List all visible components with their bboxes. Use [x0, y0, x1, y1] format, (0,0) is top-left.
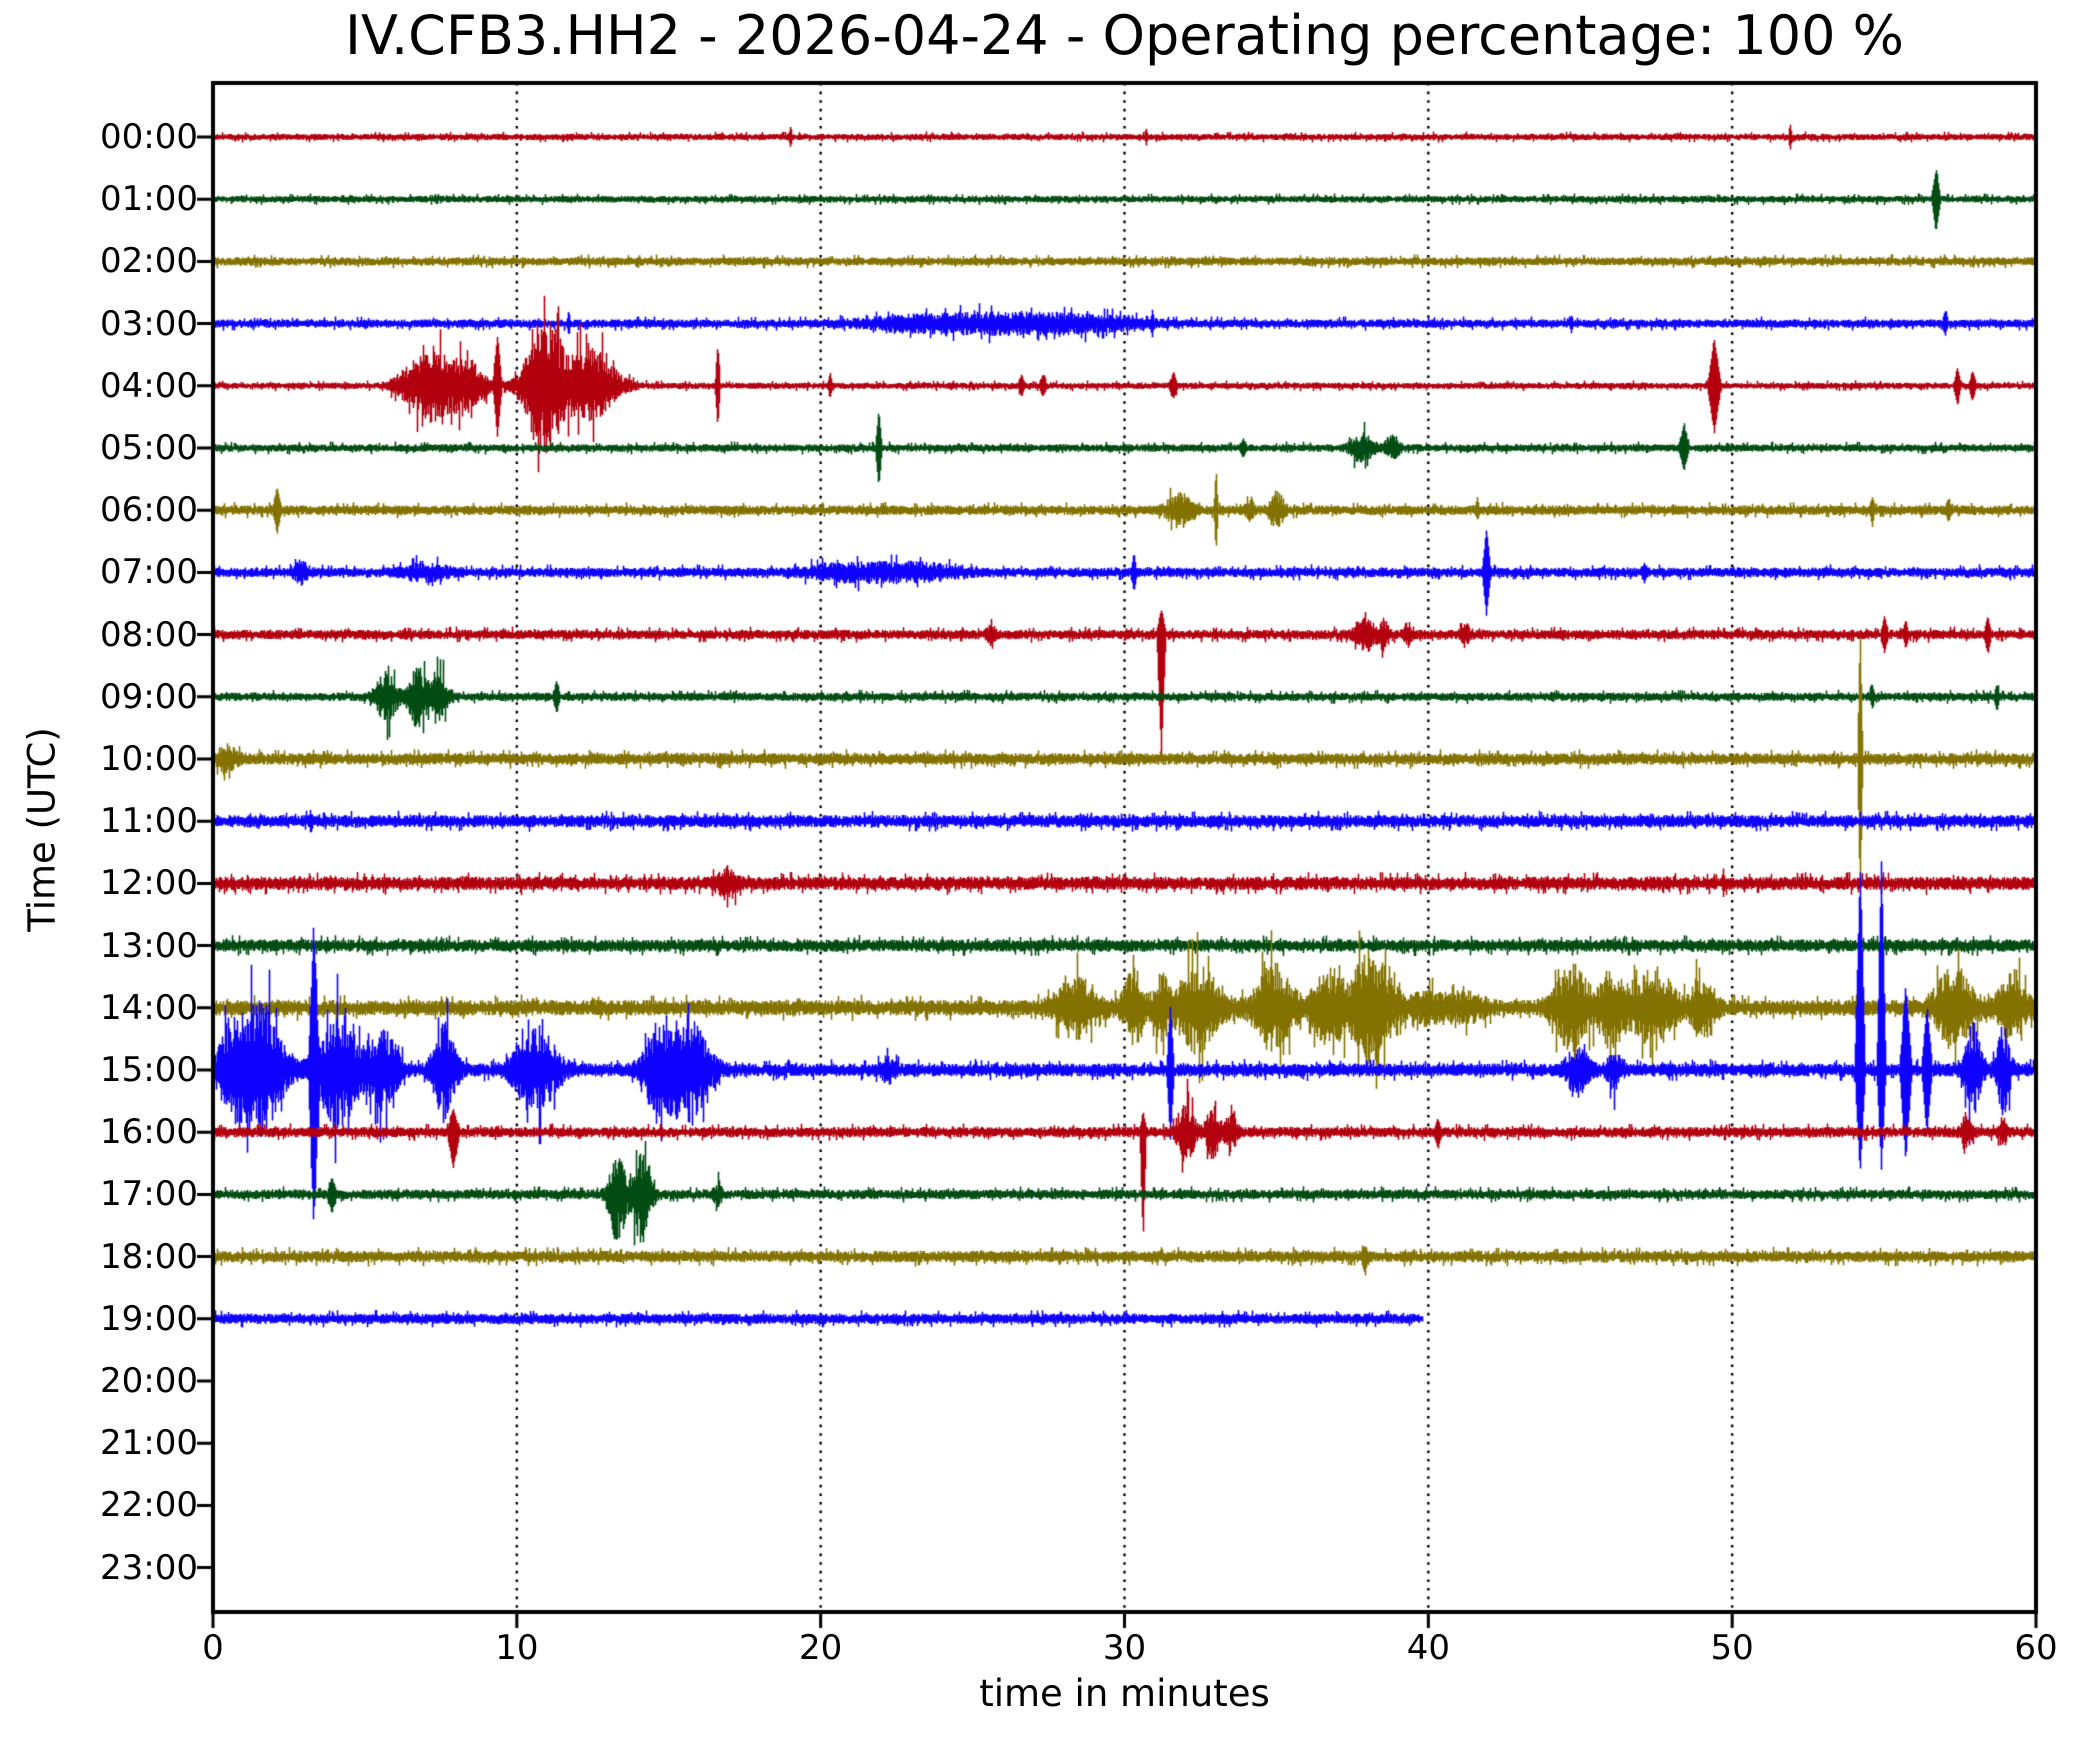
y-tick-label: 05:00: [100, 428, 198, 468]
y-tick-label: 20:00: [100, 1361, 198, 1401]
y-tick-label: 13:00: [100, 925, 198, 966]
y-tick-label: 16:00: [100, 1112, 198, 1153]
y-tick-label: 12:00: [100, 863, 198, 904]
y-tick-label: 15:00: [100, 1050, 198, 1090]
y-tick-label: 09:00: [100, 676, 198, 717]
y-tick-label: 08:00: [100, 614, 198, 655]
x-tick-label: 30: [1102, 1628, 1147, 1668]
y-tick-label: 00:00: [100, 117, 198, 157]
y-tick-label: 11:00: [100, 801, 198, 842]
y-tick-label: 07:00: [100, 552, 198, 593]
y-tick-label: 14:00: [100, 987, 198, 1028]
y-tick-label: 06:00: [100, 490, 198, 531]
y-tick-label: 23:00: [100, 1547, 198, 1588]
x-tick-label: 60: [2014, 1628, 2058, 1668]
plot-title: IV.CFB3.HH2 - 2026-04-24 - Operating per…: [345, 4, 1904, 67]
y-tick-label: 10:00: [100, 739, 198, 779]
x-tick-label: 20: [799, 1628, 843, 1668]
y-tick-label: 19:00: [100, 1298, 198, 1339]
x-tick-label: 0: [202, 1628, 224, 1668]
y-tick-label: 01:00: [100, 179, 198, 220]
x-axis-label: time in minutes: [979, 1672, 1270, 1715]
y-tick-label: 04:00: [100, 365, 198, 406]
x-tick-label: 10: [495, 1628, 539, 1668]
y-tick-label: 02:00: [100, 241, 198, 282]
x-tick-label: 40: [1406, 1628, 1450, 1668]
y-tick-label: 18:00: [100, 1236, 198, 1277]
x-tick-label: 50: [1710, 1628, 1754, 1668]
y-tick-label: 17:00: [100, 1174, 198, 1215]
y-tick-label: 21:00: [100, 1423, 198, 1464]
y-tick-label: 03:00: [100, 303, 198, 344]
y-tick-label: 22:00: [100, 1485, 198, 1526]
